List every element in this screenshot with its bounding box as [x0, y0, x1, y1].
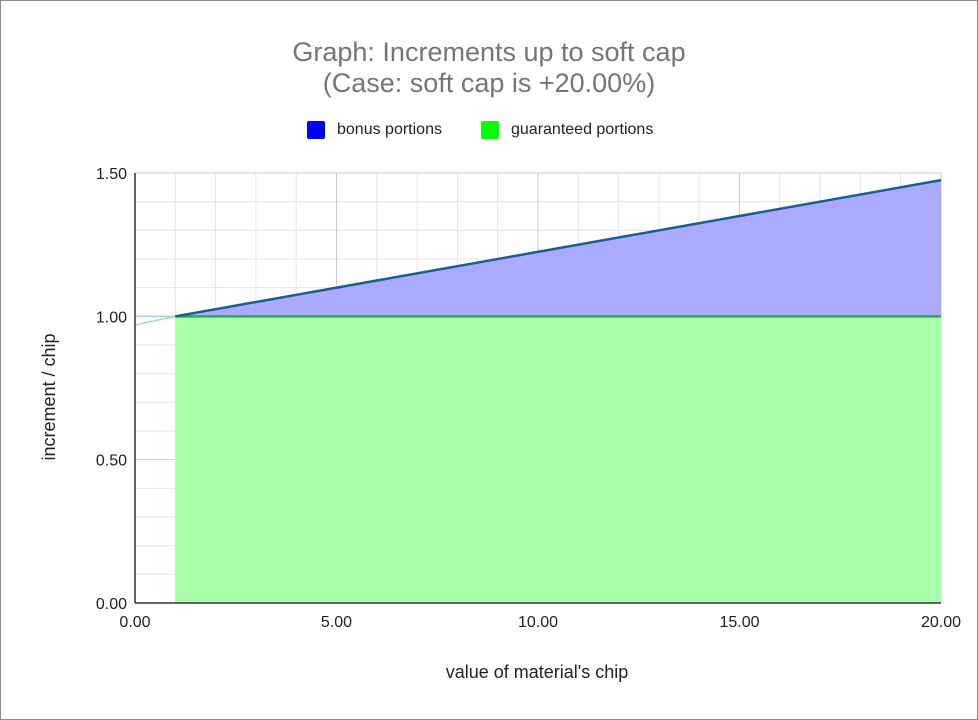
legend-swatch-guaranteed	[481, 121, 499, 139]
x-tick-labels: 0.00 5.00 10.00 15.00 20.00	[119, 614, 961, 631]
x-tick-label: 10.00	[518, 614, 558, 631]
area-guaranteed-portions	[175, 316, 942, 603]
x-tick-label: 5.00	[321, 614, 352, 631]
legend-label-bonus: bonus portions	[337, 121, 442, 138]
area-series	[175, 180, 942, 603]
y-tick-label: 0.50	[96, 453, 127, 470]
x-tick-label: 0.00	[119, 614, 150, 631]
axes	[134, 173, 941, 604]
line-bonus-portions	[175, 178, 942, 318]
series-lines	[134, 178, 942, 326]
legend-label-guaranteed: guaranteed portions	[511, 121, 654, 138]
legend-item-guaranteed[interactable]: guaranteed portions	[481, 120, 653, 140]
y-tick-label: 1.50	[96, 166, 127, 183]
y-tick-labels: 0.00 0.50 1.00 1.50	[96, 166, 127, 613]
legend-item-bonus[interactable]: bonus portions	[307, 120, 442, 140]
chart-title: Graph: Increments up to soft cap	[292, 37, 686, 67]
legend-swatch-bonus	[307, 121, 325, 139]
chart-subtitle: (Case: soft cap is +20.00%)	[322, 68, 656, 98]
x-tick-label: 15.00	[719, 614, 759, 631]
y-tick-label: 0.00	[96, 596, 127, 613]
lead-in-line-guaranteed	[134, 315, 176, 326]
x-axis-label: value of material's chip	[446, 662, 629, 682]
y-axis-label: increment / chip	[39, 333, 59, 460]
x-tick-label: 20.00	[921, 614, 961, 631]
y-tick-label: 1.00	[96, 309, 127, 326]
